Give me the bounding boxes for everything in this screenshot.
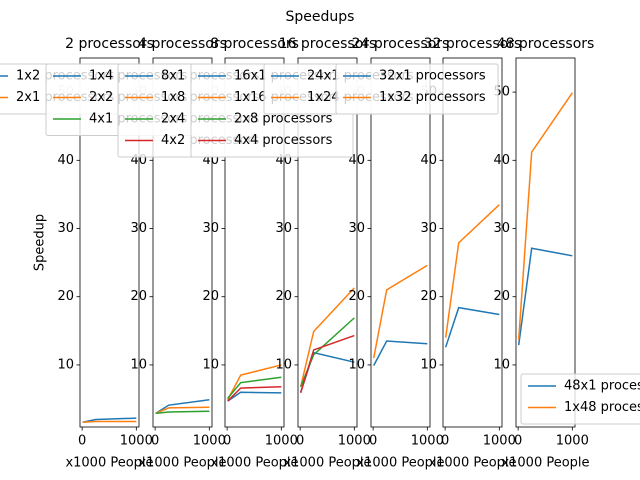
x-axis-label: x1000 People <box>138 456 226 471</box>
series-line <box>227 386 282 402</box>
legend: 32x1 processors 1x32 processors <box>335 63 499 115</box>
y-tick-label: 40 <box>57 153 74 168</box>
x-tick-label: 0 <box>369 434 377 449</box>
subplot-title: 8 processors <box>210 36 299 52</box>
axes-frame <box>515 57 576 428</box>
legend-label: 1x32 processors <box>379 90 486 105</box>
y-tick-label: 10 <box>202 357 219 372</box>
series-line <box>517 247 573 346</box>
x-tick-label: 1000 <box>483 434 516 449</box>
y-axis-label: Speedup <box>33 214 48 271</box>
y-tick-label: 20 <box>275 289 292 304</box>
series-line <box>155 410 210 415</box>
series-line <box>373 340 428 366</box>
x-tick-label: 0 <box>223 434 231 449</box>
axes-frame <box>442 57 503 428</box>
y-tick-label: 30 <box>57 221 74 236</box>
y-tick-label: 30 <box>493 221 510 236</box>
series-line <box>517 92 573 340</box>
legend-frame <box>335 63 499 115</box>
series-line <box>299 334 355 394</box>
x-axis-label: x1000 People <box>210 456 298 471</box>
y-tick-label: 20 <box>130 289 147 304</box>
y-tick-label: 20 <box>348 289 365 304</box>
y-tick-label: 10 <box>130 357 147 372</box>
y-tick-label: 40 <box>420 153 437 168</box>
x-tick-label: 0 <box>514 434 522 449</box>
x-tick-label: 0 <box>78 434 86 449</box>
x-tick-label: 1000 <box>411 434 444 449</box>
x-axis-label: x1000 People <box>501 456 589 471</box>
series-line <box>372 264 428 359</box>
x-tick-label: 0 <box>441 434 449 449</box>
series-line <box>155 398 210 414</box>
axes-frame <box>79 57 140 428</box>
series-line <box>82 420 137 423</box>
figure-title: Speedups <box>286 9 355 25</box>
series-line <box>299 287 355 387</box>
y-tick-label: 10 <box>493 357 510 372</box>
legend-label: 1x48 processors <box>564 400 640 415</box>
y-tick-label: 30 <box>348 221 365 236</box>
y-tick-label: 30 <box>275 221 292 236</box>
x-axis-label: x1000 People <box>428 456 516 471</box>
series-line <box>155 406 210 415</box>
series-line <box>444 204 500 338</box>
series-line <box>227 376 282 399</box>
axes-frame <box>224 57 285 428</box>
y-tick-label: 10 <box>348 357 365 372</box>
legend-label: 48x1 processors <box>564 379 640 394</box>
x-tick-label: 0 <box>151 434 159 449</box>
y-tick-label: 10 <box>420 357 437 372</box>
axes-frame <box>152 57 213 428</box>
x-tick-label: 1000 <box>193 434 226 449</box>
x-tick-label: 1000 <box>338 434 371 449</box>
x-tick-label: 1000 <box>120 434 153 449</box>
subplot-title: 48 processors <box>497 36 595 52</box>
subplot-title: 4 processors <box>138 36 227 52</box>
x-tick-label: 0 <box>296 434 304 449</box>
legend-label: 2x8 processors <box>234 112 333 127</box>
x-axis-label: x1000 People <box>356 456 444 471</box>
subplot-title: 16 processors <box>279 36 377 52</box>
y-tick-label: 10 <box>57 357 74 372</box>
x-tick-label: 1000 <box>556 434 589 449</box>
subplot-title: 2 processors <box>65 36 154 52</box>
y-tick-label: 30 <box>130 221 147 236</box>
x-axis-label: x1000 People <box>65 456 153 471</box>
y-tick-label: 20 <box>420 289 437 304</box>
subplot-title: 24 processors <box>352 36 450 52</box>
y-tick-label: 30 <box>420 221 437 236</box>
x-tick-label: 1000 <box>265 434 298 449</box>
axes-frame <box>370 57 431 428</box>
series-line <box>227 391 282 402</box>
legend: 48x1 processors 1x48 processors <box>520 373 640 425</box>
y-tick-label: 40 <box>493 153 510 168</box>
x-axis-label: x1000 People <box>283 456 371 471</box>
legend-label: 4x4 processors <box>234 133 333 148</box>
subplot: 2 processors x1000 People Speedup 0 1000 10 20… <box>33 36 154 471</box>
subplot-title: 32 processors <box>424 36 522 52</box>
axes-frame <box>297 57 358 428</box>
series-line <box>227 364 282 401</box>
y-tick-label: 20 <box>57 289 74 304</box>
y-tick-label: 20 <box>493 289 510 304</box>
series-line <box>444 306 500 348</box>
y-tick-label: 10 <box>275 357 292 372</box>
legend-label: 32x1 processors <box>379 69 486 84</box>
y-tick-label: 20 <box>202 289 219 304</box>
y-tick-label: 30 <box>202 221 219 236</box>
